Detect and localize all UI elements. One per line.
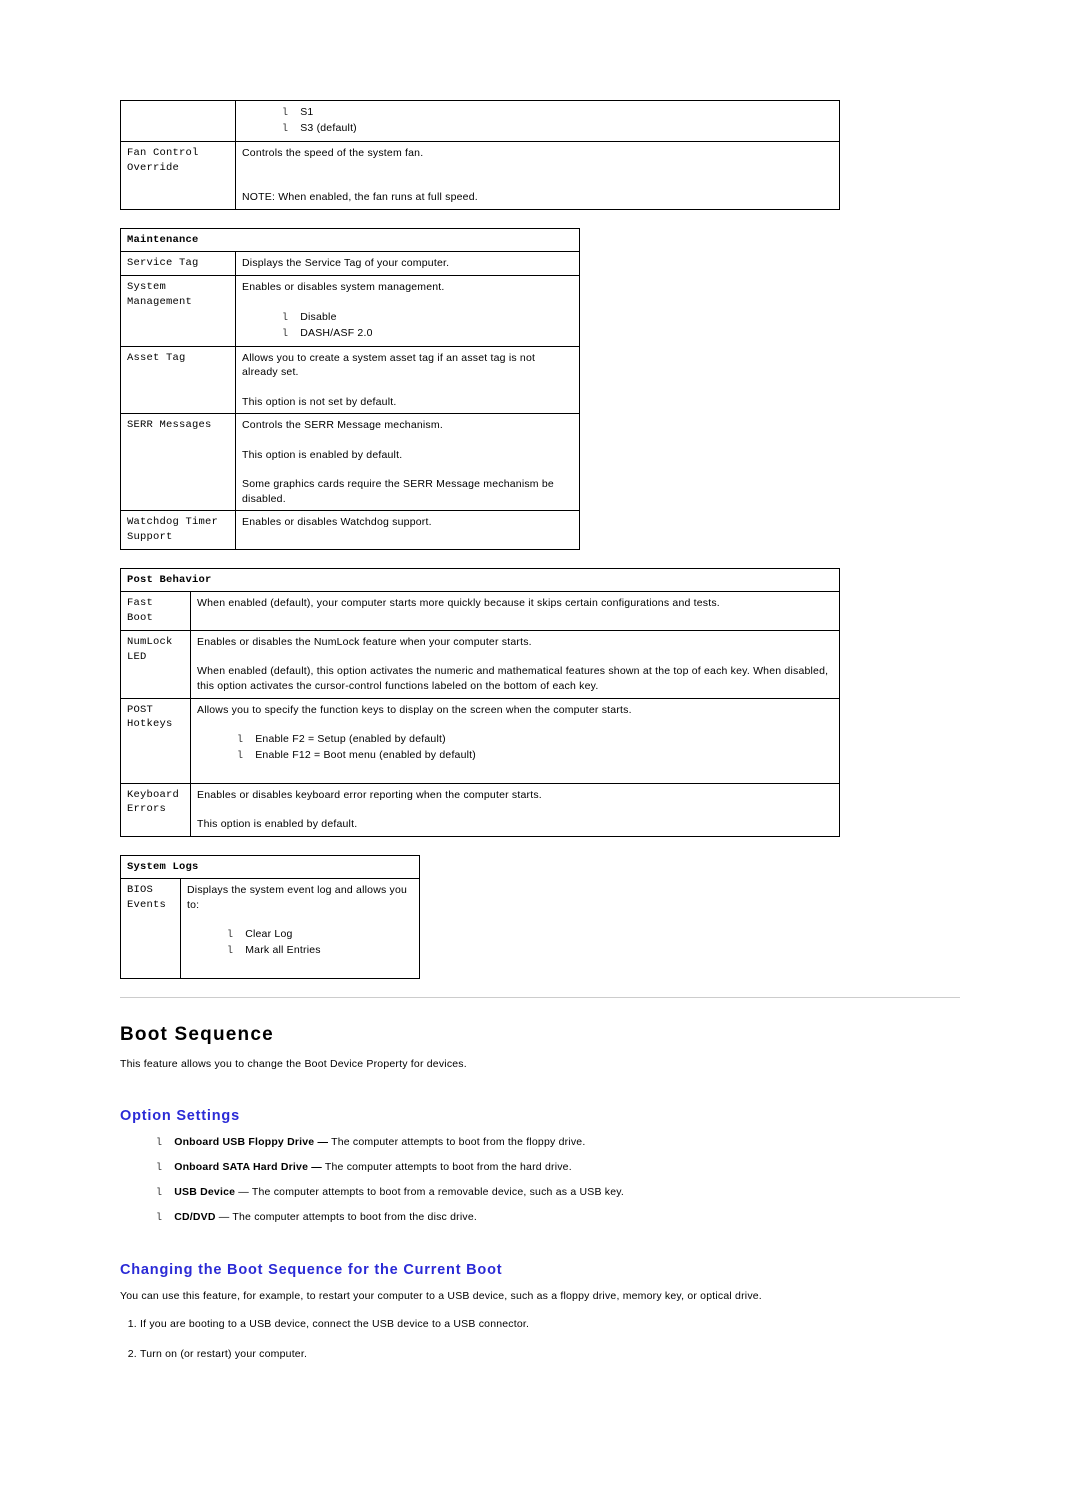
table-header-row: System Logs	[121, 855, 420, 879]
table-header: Post Behavior	[121, 568, 840, 592]
list-item: Onboard SATA Hard Drive — The computer a…	[156, 1161, 960, 1174]
table-row: Fast Boot When enabled (default), your c…	[121, 592, 840, 630]
table-row: Asset Tag Allows you to create a system …	[121, 346, 580, 414]
cell-desc: When enabled (default), your computer st…	[191, 592, 840, 630]
table-header: System Logs	[121, 855, 420, 879]
post-behavior-table: Post Behavior Fast Boot When enabled (de…	[120, 568, 840, 837]
cell-label: Fan Control Override	[121, 142, 236, 210]
desc-text: Controls the SERR Message mechanism.	[242, 418, 573, 433]
cell-label: Keyboard Errors	[121, 783, 191, 836]
item-bold: USB Device	[174, 1186, 235, 1198]
item-rest: — The computer attempts to boot from a r…	[235, 1186, 624, 1198]
desc-text: Controls the speed of the system fan.	[242, 146, 833, 161]
system-logs-table: System Logs BIOS Events Displays the sys…	[120, 855, 420, 979]
table-row: Keyboard Errors Enables or disables keyb…	[121, 783, 840, 836]
maintenance-table: Maintenance Service Tag Displays the Ser…	[120, 228, 580, 550]
cell-desc: Allows you to create a system asset tag …	[236, 346, 580, 414]
desc-text: Enables or disables system management.	[242, 280, 573, 295]
option: Clear Log	[227, 927, 413, 943]
option-settings-list: Onboard USB Floppy Drive — The computer …	[156, 1136, 960, 1224]
changing-boot-intro: You can use this feature, for example, t…	[120, 1290, 960, 1302]
desc-text: Allows you to specify the function keys …	[197, 703, 833, 718]
item-rest: The computer attempts to boot from the f…	[328, 1136, 585, 1148]
option: DASH/ASF 2.0	[282, 326, 573, 342]
option: Disable	[282, 310, 573, 326]
cell-desc: Controls the speed of the system fan. NO…	[236, 142, 840, 210]
table-row: S1 S3 (default)	[121, 101, 840, 142]
desc-text: Enables or disables the NumLock feature …	[197, 635, 833, 650]
table-header-row: Maintenance	[121, 228, 580, 252]
cell-desc: Displays the Service Tag of your compute…	[236, 252, 580, 276]
desc-text: This option is enabled by default.	[242, 448, 573, 463]
cell-label: Asset Tag	[121, 346, 236, 414]
table-row: SERR Messages Controls the SERR Message …	[121, 414, 580, 511]
option: Enable F2 = Setup (enabled by default)	[237, 732, 833, 748]
boot-sequence-intro: This feature allows you to change the Bo…	[120, 1058, 960, 1070]
cell-desc: Enables or disables Watchdog support.	[236, 511, 580, 549]
list-item: USB Device — The computer attempts to bo…	[156, 1186, 960, 1199]
cell-label: NumLock LED	[121, 630, 191, 698]
cell-label: System Management	[121, 276, 236, 346]
cell-label: Fast Boot	[121, 592, 191, 630]
power-table: S1 S3 (default) Fan Control Override Con…	[120, 100, 840, 210]
cell-label: Watchdog Timer Support	[121, 511, 236, 549]
item-bold: CD/DVD	[174, 1211, 215, 1223]
step: Turn on (or restart) your computer.	[140, 1348, 960, 1360]
table-row: POST Hotkeys Allows you to specify the f…	[121, 698, 840, 783]
table-row: Fan Control Override Controls the speed …	[121, 142, 840, 210]
option: S1	[282, 105, 833, 121]
option: Enable F12 = Boot menu (enabled by defau…	[237, 748, 833, 764]
item-bold: Onboard USB Floppy Drive —	[174, 1136, 328, 1148]
boot-sequence-heading: Boot Sequence	[120, 1024, 960, 1046]
table-row: Watchdog Timer Support Enables or disabl…	[121, 511, 580, 549]
changing-boot-heading: Changing the Boot Sequence for the Curre…	[120, 1262, 960, 1278]
cell-desc: Enables or disables system management. D…	[236, 276, 580, 346]
item-rest: The computer attempts to boot from the h…	[322, 1161, 572, 1173]
note-text: When enabled, the fan runs at full speed…	[275, 191, 478, 203]
cell-desc: Enables or disables the NumLock feature …	[191, 630, 840, 698]
step: If you are booting to a USB device, conn…	[140, 1318, 960, 1330]
table-row: NumLock LED Enables or disables the NumL…	[121, 630, 840, 698]
note-prefix: NOTE:	[242, 191, 275, 203]
cell-desc: Controls the SERR Message mechanism. Thi…	[236, 414, 580, 511]
cell-desc: Enables or disables keyboard error repor…	[191, 783, 840, 836]
cell-label	[121, 101, 236, 142]
option-settings-heading: Option Settings	[120, 1108, 960, 1124]
desc-text: Some graphics cards require the SERR Mes…	[242, 477, 573, 506]
cell-label: Service Tag	[121, 252, 236, 276]
divider	[120, 997, 960, 998]
cell-desc: Allows you to specify the function keys …	[191, 698, 840, 783]
table-row: BIOS Events Displays the system event lo…	[121, 879, 420, 979]
item-rest: — The computer attempts to boot from the…	[216, 1211, 477, 1223]
desc-text: This option is enabled by default.	[197, 817, 833, 832]
table-header-row: Post Behavior	[121, 568, 840, 592]
list-item: Onboard USB Floppy Drive — The computer …	[156, 1136, 960, 1149]
cell-desc: Displays the system event log and allows…	[181, 879, 420, 979]
cell-desc: S1 S3 (default)	[236, 101, 840, 142]
changing-boot-steps: If you are booting to a USB device, conn…	[120, 1318, 960, 1360]
option: Mark all Entries	[227, 943, 413, 959]
cell-label: SERR Messages	[121, 414, 236, 511]
option: S3 (default)	[282, 121, 833, 137]
desc-text: Enables or disables keyboard error repor…	[197, 788, 833, 803]
cell-label: BIOS Events	[121, 879, 181, 979]
table-row: System Management Enables or disables sy…	[121, 276, 580, 346]
table-header: Maintenance	[121, 228, 580, 252]
item-bold: Onboard SATA Hard Drive —	[174, 1161, 322, 1173]
list-item: CD/DVD — The computer attempts to boot f…	[156, 1211, 960, 1224]
desc-text: Allows you to create a system asset tag …	[242, 351, 573, 380]
desc-text: When enabled (default), this option acti…	[197, 664, 833, 693]
desc-text: Displays the system event log and allows…	[187, 883, 413, 912]
desc-text: This option is not set by default.	[242, 395, 573, 410]
cell-label: POST Hotkeys	[121, 698, 191, 783]
table-row: Service Tag Displays the Service Tag of …	[121, 252, 580, 276]
